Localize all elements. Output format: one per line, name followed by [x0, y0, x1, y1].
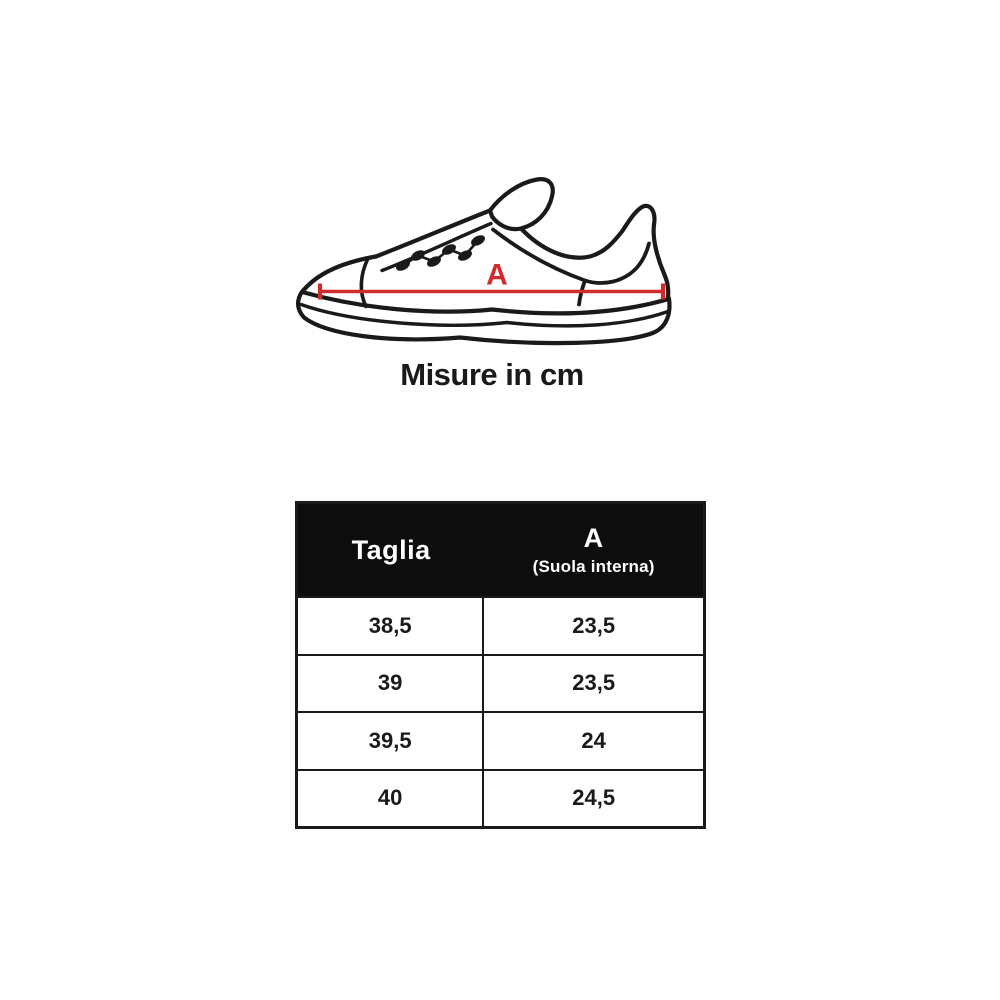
heel-patch-line	[583, 241, 651, 285]
header-measure-label: A	[583, 523, 604, 553]
toe-cap-seam	[359, 256, 370, 309]
lace-dot	[411, 250, 425, 261]
cell-measure: 23,5	[572, 612, 616, 638]
size-table: Taglia A (Suola interna) 38,5 23,5 39 23,5 3…	[295, 501, 706, 829]
table-row: 40 24,5	[298, 768, 703, 826]
header-size-column: Taglia	[298, 504, 484, 596]
table-row: 38,5 23,5	[298, 596, 703, 654]
sole-outline	[296, 285, 672, 346]
lace-stay-top	[373, 208, 493, 259]
lace-dot	[427, 256, 441, 267]
sole-top-line	[301, 290, 670, 316]
header-size-label: Taglia	[351, 534, 431, 565]
header-measure-sublabel: (Suola interna)	[532, 557, 655, 576]
table-row: 39 23,5	[298, 653, 703, 711]
shoe-svg: A	[296, 177, 672, 346]
cell-measure: 23,5	[572, 670, 616, 696]
collar-heel-outline	[518, 203, 671, 300]
header-measure-column: A (Suola interna)	[484, 504, 703, 596]
midsole-line	[299, 302, 670, 328]
cell-measure: 24,5	[572, 785, 616, 811]
cell-size: 39	[298, 655, 485, 711]
cell-size: 40	[298, 770, 485, 826]
cell-measure: 24	[581, 727, 606, 753]
lace-stay-bottom	[380, 221, 493, 273]
tongue	[487, 177, 555, 232]
lace-dots	[396, 235, 485, 271]
lace-dot	[471, 235, 485, 246]
measurement-label: A	[486, 259, 508, 292]
quarter-panel-line	[491, 227, 587, 307]
lace-dot	[458, 250, 472, 261]
table-body: 38,5 23,5 39 23,5 39,5 24 40 24,5	[298, 596, 703, 826]
figure-caption: Misure in cm	[400, 357, 584, 392]
shoe-diagram: A	[292, 166, 672, 352]
lace-dot	[442, 244, 456, 255]
lace-dot	[396, 260, 410, 271]
table-row: 39,5 24	[298, 711, 703, 769]
cell-size: 39,5	[298, 713, 485, 769]
cell-size: 38,5	[298, 598, 485, 654]
measurement-group	[317, 283, 666, 300]
table-header: Taglia A (Suola interna)	[298, 504, 703, 596]
